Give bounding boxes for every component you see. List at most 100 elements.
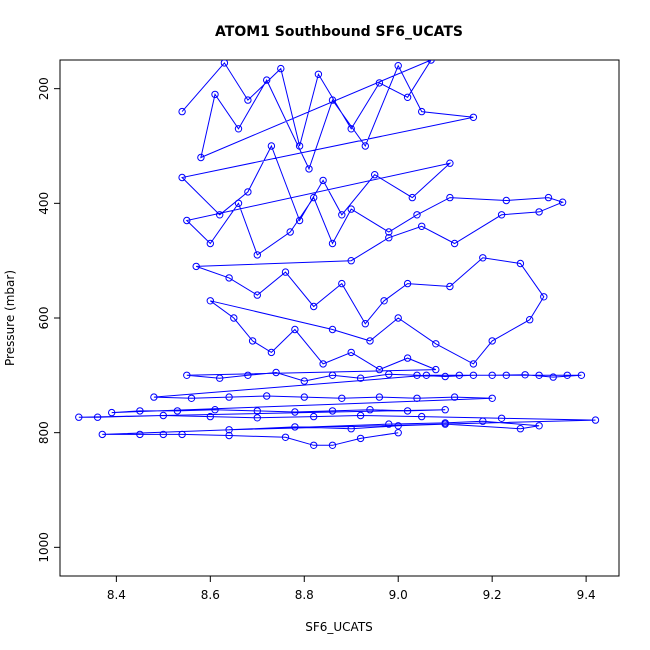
data-point (356, 374, 365, 382)
data-point (403, 279, 412, 288)
data-point (216, 374, 224, 382)
data-point (394, 422, 402, 430)
data-point (385, 370, 393, 378)
data-point (291, 408, 299, 416)
data-point (347, 125, 355, 133)
data-point (502, 371, 510, 379)
data-point (535, 208, 543, 216)
data-point (206, 412, 215, 421)
data-point (263, 76, 271, 84)
data-point (328, 96, 337, 104)
series-line (78, 60, 596, 446)
data-point (136, 430, 144, 439)
data-point (173, 407, 182, 415)
data-point (371, 171, 379, 179)
x-axis-label: SF6_UCATS (305, 620, 373, 634)
data-point (380, 297, 388, 305)
data-layer (75, 60, 600, 449)
data-point (356, 411, 365, 420)
x-tick-label: 9.0 (389, 588, 408, 602)
data-point (291, 423, 299, 431)
x-axis: 8.4 8.6 8.8 9.0 9.2 9.4 (107, 576, 596, 602)
data-point (244, 371, 252, 379)
data-point (591, 416, 600, 424)
data-point (488, 394, 496, 402)
data-point (178, 430, 186, 439)
data-point (385, 228, 393, 236)
data-point (418, 222, 426, 231)
data-point (455, 371, 463, 379)
data-point (385, 420, 393, 428)
data-point (234, 125, 243, 133)
data-point (277, 64, 285, 73)
data-point (521, 371, 529, 379)
data-point (347, 425, 355, 433)
data-point (450, 239, 459, 248)
data-point (516, 425, 525, 433)
data-point (375, 393, 384, 401)
data-point (267, 348, 276, 357)
data-point (263, 392, 271, 400)
plot-frame (59, 59, 620, 577)
data-point (394, 61, 402, 70)
data-point (225, 431, 233, 440)
x-tick-label: 9.4 (577, 588, 596, 602)
data-point (479, 254, 487, 262)
data-point (305, 165, 313, 173)
data-point (244, 188, 252, 196)
data-point (216, 211, 224, 219)
data-point (446, 282, 454, 291)
data-point (211, 90, 219, 99)
data-point (347, 348, 355, 357)
data-point (361, 142, 369, 150)
y-tick-label: 200 (37, 77, 51, 100)
data-point (150, 393, 158, 401)
data-point (427, 60, 435, 64)
data-point (577, 371, 586, 379)
data-point (220, 60, 229, 67)
data-point (469, 113, 478, 122)
y-tick-label: 600 (37, 307, 51, 330)
data-point (319, 176, 327, 185)
data-point (328, 371, 337, 379)
data-point (230, 314, 238, 322)
data-point (338, 279, 346, 288)
data-point (310, 412, 318, 421)
data-point (418, 107, 426, 116)
data-point (413, 211, 421, 219)
data-point (413, 371, 421, 379)
data-point (361, 320, 369, 328)
data-point (558, 198, 567, 206)
data-point (479, 417, 487, 425)
data-point (295, 142, 304, 150)
data-point (300, 377, 308, 385)
data-point (248, 337, 257, 345)
data-point (310, 441, 318, 449)
data-point (356, 434, 365, 443)
data-point (549, 373, 557, 381)
data-point (159, 411, 168, 420)
data-point (319, 360, 327, 368)
data-point (225, 426, 233, 434)
y-axis: 200 400 600 800 1000 (37, 77, 60, 563)
data-point (446, 159, 454, 167)
data-point (469, 371, 478, 379)
data-point (328, 325, 337, 334)
data-point (347, 257, 355, 265)
y-tick-label: 400 (37, 192, 51, 215)
data-point (535, 371, 543, 379)
data-point (234, 199, 243, 208)
data-point (178, 107, 186, 116)
data-point (366, 406, 374, 414)
data-point (281, 433, 290, 441)
data-point (93, 413, 102, 421)
data-point (291, 325, 299, 334)
data-point (183, 216, 191, 225)
data-point (385, 234, 393, 242)
data-point (544, 193, 553, 202)
data-point (403, 354, 412, 362)
x-tick-label: 9.2 (483, 588, 502, 602)
data-point (183, 371, 191, 379)
data-point (403, 407, 412, 415)
